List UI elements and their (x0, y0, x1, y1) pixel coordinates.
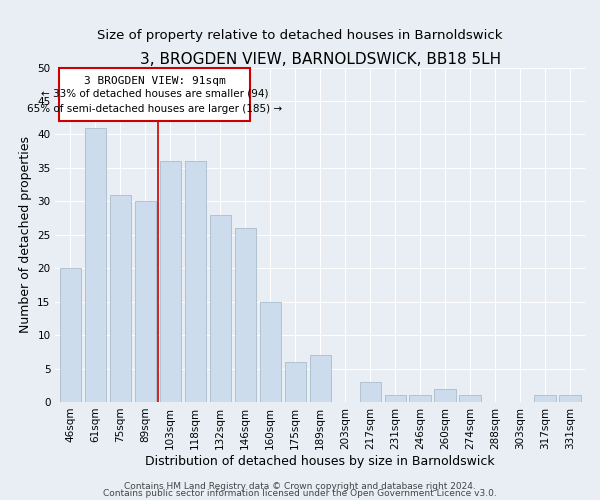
X-axis label: Distribution of detached houses by size in Barnoldswick: Distribution of detached houses by size … (145, 454, 495, 468)
Bar (460, 396, 481, 402)
Bar (209, 214, 231, 402)
Bar (60, 268, 81, 402)
Bar (284, 362, 306, 402)
Bar (235, 228, 256, 402)
Bar (409, 396, 431, 402)
Y-axis label: Number of detached properties: Number of detached properties (19, 136, 32, 333)
Text: 65% of semi-detached houses are larger (185) →: 65% of semi-detached houses are larger (… (27, 104, 282, 114)
Bar (310, 355, 331, 402)
Bar (185, 161, 206, 402)
Bar (85, 128, 106, 402)
Bar (535, 396, 556, 402)
Bar (160, 161, 181, 402)
Bar (260, 302, 281, 402)
FancyBboxPatch shape (59, 68, 250, 121)
Bar (434, 388, 456, 402)
Bar (110, 194, 131, 402)
Bar (385, 396, 406, 402)
Text: Contains public sector information licensed under the Open Government Licence v3: Contains public sector information licen… (103, 489, 497, 498)
Title: 3, BROGDEN VIEW, BARNOLDSWICK, BB18 5LH: 3, BROGDEN VIEW, BARNOLDSWICK, BB18 5LH (140, 52, 501, 68)
Text: ← 33% of detached houses are smaller (94): ← 33% of detached houses are smaller (94… (41, 89, 268, 99)
Bar (134, 202, 156, 402)
Bar (559, 396, 581, 402)
Text: Size of property relative to detached houses in Barnoldswick: Size of property relative to detached ho… (97, 28, 503, 42)
Bar (359, 382, 381, 402)
Text: Contains HM Land Registry data © Crown copyright and database right 2024.: Contains HM Land Registry data © Crown c… (124, 482, 476, 491)
Text: 3 BROGDEN VIEW: 91sqm: 3 BROGDEN VIEW: 91sqm (84, 76, 226, 86)
